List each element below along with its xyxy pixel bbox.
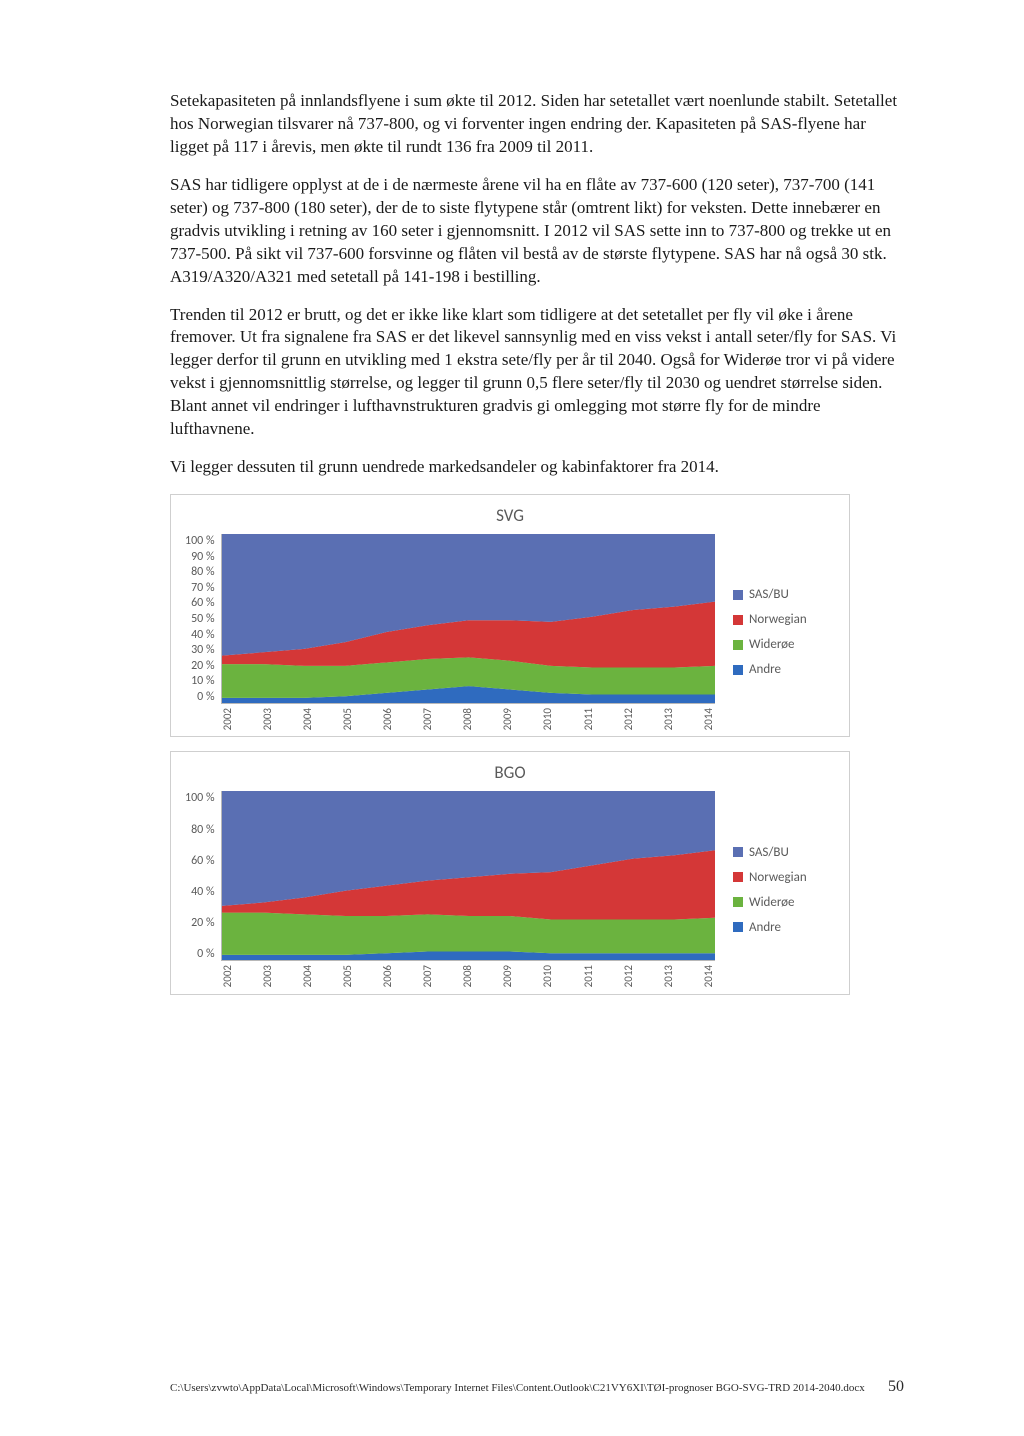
legend-andre-label: Andre <box>749 662 781 677</box>
chart-svg-body: 100 %90 %80 %70 %60 %50 %40 %30 %20 %10 … <box>185 534 835 730</box>
swatch-andre <box>733 665 743 675</box>
legend-wideroe-label-2: Widerøe <box>749 895 795 910</box>
chart-svg: SVG 100 %90 %80 %70 %60 %50 %40 %30 %20 … <box>170 494 850 737</box>
legend-wideroe-label: Widerøe <box>749 637 795 652</box>
swatch-andre-2 <box>733 922 743 932</box>
legend-andre-2: Andre <box>733 920 835 935</box>
footer: C:\Users\zvwto\AppData\Local\Microsoft\W… <box>170 1382 904 1394</box>
chart-bgo-plot <box>221 791 715 961</box>
legend-sas-label: SAS/BU <box>749 587 789 602</box>
legend-sas-label-2: SAS/BU <box>749 845 789 860</box>
legend-andre: Andre <box>733 662 835 677</box>
chart-bgo: BGO 100 %80 %60 %40 %20 %0 % 20022003200… <box>170 751 850 994</box>
chart-svg-legend: SAS/BU Norwegian Widerøe Andre <box>715 534 835 730</box>
chart-bgo-yaxis: 100 %80 %60 %40 %20 %0 % <box>185 791 221 961</box>
swatch-sas-2 <box>733 847 743 857</box>
chart-svg-yaxis: 100 %90 %80 %70 %60 %50 %40 %30 %20 %10 … <box>185 534 221 704</box>
page-body: Setekapasiteten på innlandsflyene i sum … <box>0 0 1024 995</box>
swatch-norwegian <box>733 615 743 625</box>
legend-andre-label-2: Andre <box>749 920 781 935</box>
chart-svg-title: SVG <box>185 505 835 526</box>
paragraph-3: Trenden til 2012 er brutt, og det er ikk… <box>170 304 904 442</box>
swatch-wideroe <box>733 640 743 650</box>
footer-path: C:\Users\zvwto\AppData\Local\Microsoft\W… <box>170 1382 865 1394</box>
chart-bgo-title: BGO <box>185 762 835 783</box>
chart-svg-plotcol: 2002200320042005200620072008200920102011… <box>221 534 715 730</box>
paragraph-1: Setekapasiteten på innlandsflyene i sum … <box>170 90 904 159</box>
legend-norwegian-label: Norwegian <box>749 612 807 627</box>
swatch-sas <box>733 590 743 600</box>
chart-bgo-xaxis: 2002200320042005200620072008200920102011… <box>221 961 715 987</box>
chart-svg-plot <box>221 534 715 704</box>
legend-sas-2: SAS/BU <box>733 845 835 860</box>
paragraph-4: Vi legger dessuten til grunn uendrede ma… <box>170 456 904 479</box>
legend-norwegian-label-2: Norwegian <box>749 870 807 885</box>
chart-bgo-plotcol: 2002200320042005200620072008200920102011… <box>221 791 715 987</box>
chart-bgo-legend: SAS/BU Norwegian Widerøe Andre <box>715 791 835 987</box>
page-number: 50 <box>888 1378 904 1396</box>
legend-wideroe-2: Widerøe <box>733 895 835 910</box>
chart-svg-xaxis: 2002200320042005200620072008200920102011… <box>221 704 715 730</box>
paragraph-2: SAS har tidligere opplyst at de i de nær… <box>170 174 904 289</box>
legend-sas: SAS/BU <box>733 587 835 602</box>
legend-norwegian: Norwegian <box>733 612 835 627</box>
swatch-norwegian-2 <box>733 872 743 882</box>
legend-wideroe: Widerøe <box>733 637 835 652</box>
chart-bgo-body: 100 %80 %60 %40 %20 %0 % 200220032004200… <box>185 791 835 987</box>
swatch-wideroe-2 <box>733 897 743 907</box>
legend-norwegian-2: Norwegian <box>733 870 835 885</box>
